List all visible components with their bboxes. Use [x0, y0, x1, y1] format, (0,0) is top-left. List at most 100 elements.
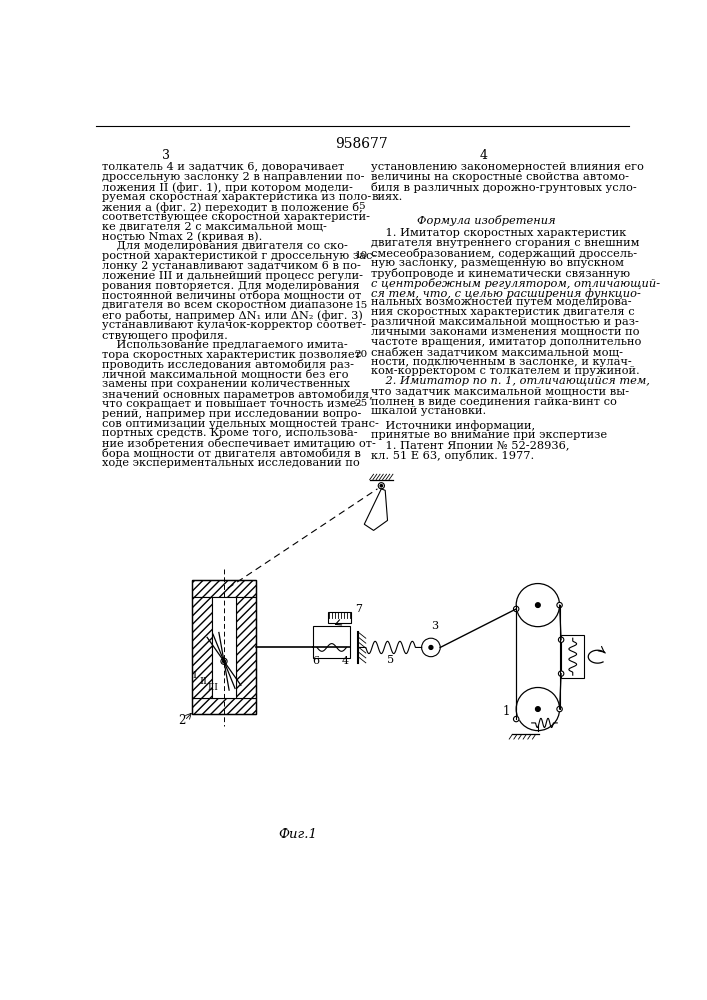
Bar: [192, 597, 211, 698]
Text: устанавливают кулачок-корректор соответ-: устанавливают кулачок-корректор соответ-: [103, 320, 366, 330]
Text: 4: 4: [342, 656, 349, 666]
Text: 3: 3: [431, 621, 438, 631]
Text: виях.: виях.: [371, 192, 402, 202]
Bar: [192, 698, 256, 714]
Circle shape: [380, 485, 382, 487]
Text: Формула изобретения: Формула изобретения: [416, 215, 555, 226]
Text: 2. Имитатор по п. 1, отличающийся тем,: 2. Имитатор по п. 1, отличающийся тем,: [371, 376, 650, 386]
Bar: [236, 597, 256, 698]
Text: 5: 5: [358, 202, 365, 211]
Circle shape: [559, 637, 564, 642]
Text: Для моделирования двигателя со ско-: Для моделирования двигателя со ско-: [103, 241, 349, 251]
Text: его работы, например ΔN₁ или ΔN₂ (фиг. 3): его работы, например ΔN₁ или ΔN₂ (фиг. 3…: [103, 310, 363, 321]
Circle shape: [559, 671, 564, 676]
Text: проводить исследования автомобиля раз-: проводить исследования автомобиля раз-: [103, 359, 354, 370]
Bar: [192, 597, 211, 698]
Text: Использование предлагаемого имита-: Использование предлагаемого имита-: [103, 340, 348, 350]
Text: 1: 1: [502, 705, 510, 718]
Text: ком-корректором с толкателем и пружиной.: ком-корректором с толкателем и пружиной.: [371, 366, 640, 376]
Text: шкалой установки.: шкалой установки.: [371, 406, 486, 416]
Text: ложение III и дальнейший процесс регули-: ложение III и дальнейший процесс регули-: [103, 271, 363, 281]
Text: смесеобразованием, содержащий дроссель-: смесеобразованием, содержащий дроссель-: [371, 248, 638, 259]
Text: ложения II (фиг. 1), при котором модели-: ложения II (фиг. 1), при котором модели-: [103, 182, 354, 193]
Text: III: III: [208, 683, 218, 692]
Text: ную заслонку, размещенную во впускном: ную заслонку, размещенную во впускном: [371, 258, 624, 268]
Text: рования повторяется. Для моделирования: рования повторяется. Для моделирования: [103, 281, 360, 291]
Text: трубопроводе и кинематически связанную: трубопроводе и кинематически связанную: [371, 268, 631, 279]
Text: с центробежным регулятором, отличающий-: с центробежным регулятором, отличающий-: [371, 278, 660, 289]
Text: постоянной величины отбора мощности от: постоянной величины отбора мощности от: [103, 290, 362, 301]
Text: Фиг.1: Фиг.1: [278, 828, 317, 841]
Circle shape: [513, 606, 519, 612]
Text: 958677: 958677: [336, 137, 388, 151]
Text: биля в различных дорожно-грунтовых усло-: биля в различных дорожно-грунтовых усло-: [371, 182, 637, 193]
Text: различной максимальной мощностью и раз-: различной максимальной мощностью и раз-: [371, 317, 639, 327]
Text: II: II: [199, 677, 207, 686]
Text: 1. Имитатор скоростных характеристик: 1. Имитатор скоростных характеристик: [371, 228, 626, 238]
Text: ходе экспериментальных исследований по: ходе экспериментальных исследований по: [103, 458, 360, 468]
Text: руемая скоростная характеристика из поло-: руемая скоростная характеристика из поло…: [103, 192, 372, 202]
Text: портных средств. Кроме того, использова-: портных средств. Кроме того, использова-: [103, 428, 358, 438]
Text: 10: 10: [354, 251, 368, 260]
Text: ностью Nmax 2 (кривая в).: ностью Nmax 2 (кривая в).: [103, 231, 263, 242]
Text: личными законами изменения мощности по: личными законами изменения мощности по: [371, 327, 640, 337]
Bar: [236, 597, 256, 698]
Circle shape: [223, 660, 226, 663]
Text: лонку 2 устанавливают задатчиком 6 в по-: лонку 2 устанавливают задатчиком 6 в по-: [103, 261, 361, 271]
Bar: [211, 597, 236, 698]
Text: что сокращает и повышает точность изме-: что сокращает и повышает точность изме-: [103, 399, 361, 409]
Text: ности, подключенным в заслонке, и кулач-: ности, подключенным в заслонке, и кулач-: [371, 357, 632, 367]
Text: 4: 4: [479, 149, 488, 162]
Circle shape: [429, 646, 433, 649]
Bar: [313, 626, 351, 658]
Bar: [192, 580, 256, 714]
Text: полнен в виде соединения гайка-винт со: полнен в виде соединения гайка-винт со: [371, 396, 617, 406]
Text: двигателя внутреннего сгорания с внешним: двигателя внутреннего сгорания с внешним: [371, 238, 640, 248]
Text: величины на скоростные свойства автомо-: величины на скоростные свойства автомо-: [371, 172, 629, 182]
Text: частоте вращения, имитатор дополнительно: частоте вращения, имитатор дополнительно: [371, 337, 642, 347]
Text: личной максимальной мощности без его: личной максимальной мощности без его: [103, 369, 349, 380]
Text: 15: 15: [354, 301, 368, 310]
Text: I: I: [192, 671, 197, 680]
Text: что задатчик максимальной мощности вы-: что задатчик максимальной мощности вы-: [371, 386, 629, 396]
Text: 20: 20: [354, 350, 368, 359]
Text: ствующего профиля.: ствующего профиля.: [103, 330, 228, 341]
Text: ния скоростных характеристик двигателя с: ния скоростных характеристик двигателя с: [371, 307, 635, 317]
Text: установлению закономерностей влияния его: установлению закономерностей влияния его: [371, 162, 644, 172]
Text: ся тем, что, с целью расширения функцио-: ся тем, что, с целью расширения функцио-: [371, 288, 641, 299]
Text: ние изобретения обеспечивает имитацию от-: ние изобретения обеспечивает имитацию от…: [103, 438, 376, 449]
Text: толкатель 4 и задатчик 6, доворачивает: толкатель 4 и задатчик 6, доворачивает: [103, 162, 345, 172]
Circle shape: [535, 707, 540, 711]
Text: 7: 7: [355, 604, 362, 614]
Text: жения а (фиг. 2) переходит в положение б,: жения а (фиг. 2) переходит в положение б…: [103, 202, 363, 213]
Text: сов оптимизации удельных мощностей транс-: сов оптимизации удельных мощностей транс…: [103, 419, 379, 429]
Text: бора мощности от двигателя автомобиля в: бора мощности от двигателя автомобиля в: [103, 448, 361, 459]
Text: кл. 51 Е 63, опублик. 1977.: кл. 51 Е 63, опублик. 1977.: [371, 450, 534, 461]
Text: соответствующее скоростной характеристи-: соответствующее скоростной характеристи-: [103, 212, 370, 222]
Bar: [561, 635, 585, 678]
Bar: [192, 580, 256, 597]
Text: 25: 25: [354, 399, 368, 408]
Text: ке двигателя 2 с максимальной мощ-: ке двигателя 2 с максимальной мощ-: [103, 221, 327, 231]
Text: 6: 6: [312, 656, 320, 666]
Text: 5: 5: [387, 655, 395, 665]
Text: нальных возможностей путем моделирова-: нальных возможностей путем моделирова-: [371, 297, 632, 307]
Text: дроссельную заслонку 2 в направлении по-: дроссельную заслонку 2 в направлении по-: [103, 172, 365, 182]
Bar: [192, 580, 256, 597]
Bar: [192, 698, 256, 714]
Text: замены при сохранении количественных: замены при сохранении количественных: [103, 379, 351, 389]
Text: Источники информации,: Источники информации,: [371, 420, 535, 431]
Circle shape: [513, 716, 519, 722]
Text: 1. Патент Японии № 52-28936,: 1. Патент Японии № 52-28936,: [371, 440, 570, 450]
Bar: [328, 612, 351, 623]
Text: рений, например при исследовании вопро-: рений, например при исследовании вопро-: [103, 409, 362, 419]
Text: ростной характеристикой г дроссельную зас-: ростной характеристикой г дроссельную за…: [103, 251, 377, 261]
Text: принятые во внимание при экспертизе: принятые во внимание при экспертизе: [371, 430, 607, 440]
Text: двигателя во всем скоростном диапазоне: двигателя во всем скоростном диапазоне: [103, 300, 354, 310]
Circle shape: [557, 602, 562, 608]
Text: 3: 3: [162, 149, 170, 162]
Circle shape: [535, 603, 540, 607]
Text: 2: 2: [178, 714, 186, 727]
Text: тора скоростных характеристик позволяет: тора скоростных характеристик позволяет: [103, 350, 361, 360]
Text: значений основных параметров автомобиля,: значений основных параметров автомобиля,: [103, 389, 373, 400]
